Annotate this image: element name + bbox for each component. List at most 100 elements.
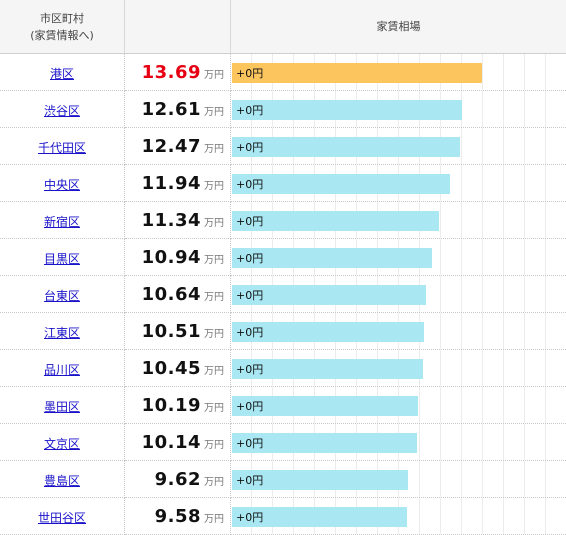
- rent-unit: 万円: [204, 403, 224, 414]
- ward-cell: 目黒区: [0, 239, 125, 276]
- rent-bar: [232, 63, 482, 83]
- ward-link[interactable]: 渋谷区: [44, 104, 80, 118]
- rent-bar-cell: +0円: [231, 91, 566, 128]
- rent-change-label: +0円: [236, 211, 263, 231]
- ward-link[interactable]: 文京区: [44, 437, 80, 451]
- rent-bar: [232, 100, 462, 120]
- rent-change-label: +0円: [236, 396, 263, 416]
- rent-value: 10.19: [142, 395, 201, 416]
- rent-bar-cell: +0円: [231, 165, 566, 202]
- rent-change-label: +0円: [236, 507, 263, 527]
- rent-value: 11.94: [142, 173, 201, 194]
- rent-value: 10.51: [142, 321, 201, 342]
- rent-change-label: +0円: [236, 322, 263, 342]
- ward-link[interactable]: 目黒区: [44, 252, 80, 266]
- ward-cell: 文京区: [0, 424, 125, 461]
- rent-unit: 万円: [204, 255, 224, 266]
- ward-link[interactable]: 品川区: [44, 363, 80, 377]
- ward-link[interactable]: 港区: [50, 67, 74, 81]
- rent-bar-cell: +0円: [231, 498, 566, 535]
- rent-bar-cell: +0円: [231, 424, 566, 461]
- ward-cell: 港区: [0, 54, 125, 91]
- rent-unit: 万円: [204, 218, 224, 229]
- rent-change-label: +0円: [236, 100, 263, 120]
- rent-unit: 万円: [204, 440, 224, 451]
- rent-change-label: +0円: [236, 174, 263, 194]
- rent-bar-cell: +0円: [231, 461, 566, 498]
- ward-cell: 新宿区: [0, 202, 125, 239]
- ward-link[interactable]: 江東区: [44, 326, 80, 340]
- ward-header-line2: (家賃情報へ): [0, 27, 124, 44]
- rent-bar: [232, 174, 450, 194]
- rent-value: 10.14: [142, 432, 201, 453]
- rent-value: 10.45: [142, 358, 201, 379]
- rent-bar-cell: +0円: [231, 239, 566, 276]
- rent-value: 9.62: [155, 469, 201, 490]
- rent-column-header: [125, 0, 231, 54]
- rent-unit: 万円: [204, 329, 224, 340]
- ward-cell: 渋谷区: [0, 91, 125, 128]
- rent-unit: 万円: [204, 107, 224, 118]
- rent-change-label: +0円: [236, 470, 263, 490]
- ward-cell: 品川区: [0, 350, 125, 387]
- rent-change-label: +0円: [236, 359, 263, 379]
- rent-change-label: +0円: [236, 137, 263, 157]
- rent-value: 10.64: [142, 284, 201, 305]
- ward-link[interactable]: 新宿区: [44, 215, 80, 229]
- rent-bar-cell: +0円: [231, 54, 566, 91]
- rent-unit: 万円: [204, 514, 224, 525]
- rent-bar-cell: +0円: [231, 276, 566, 313]
- bar-column-header: 家賃相場: [231, 0, 566, 54]
- ward-cell: 墨田区: [0, 387, 125, 424]
- ward-cell: 台東区: [0, 276, 125, 313]
- rent-value: 12.61: [142, 99, 201, 120]
- ward-column-header: 市区町村 (家賃情報へ): [0, 0, 125, 54]
- rent-unit: 万円: [204, 477, 224, 488]
- ward-cell: 豊島区: [0, 461, 125, 498]
- ward-link[interactable]: 世田谷区: [38, 511, 86, 525]
- ward-cell: 千代田区: [0, 128, 125, 165]
- table-header-row: 市区町村 (家賃情報へ) 家賃相場: [0, 0, 566, 54]
- ward-link[interactable]: 豊島区: [44, 474, 80, 488]
- ward-header-line1: 市区町村: [0, 10, 124, 27]
- rent-value: 10.94: [142, 247, 201, 268]
- rent-value: 11.34: [142, 210, 201, 231]
- ward-link[interactable]: 台東区: [44, 289, 80, 303]
- ward-link[interactable]: 墨田区: [44, 400, 80, 414]
- rent-change-label: +0円: [236, 248, 263, 268]
- rent-unit: 万円: [204, 292, 224, 303]
- rent-value: 13.69: [142, 62, 201, 83]
- rent-unit: 万円: [204, 366, 224, 377]
- rent-change-label: +0円: [236, 63, 263, 83]
- ward-link[interactable]: 中央区: [44, 178, 80, 192]
- rent-bar: [232, 137, 460, 157]
- rent-change-label: +0円: [236, 285, 263, 305]
- ward-link[interactable]: 千代田区: [38, 141, 86, 155]
- rent-value: 9.58: [155, 506, 201, 527]
- ward-cell: 中央区: [0, 165, 125, 202]
